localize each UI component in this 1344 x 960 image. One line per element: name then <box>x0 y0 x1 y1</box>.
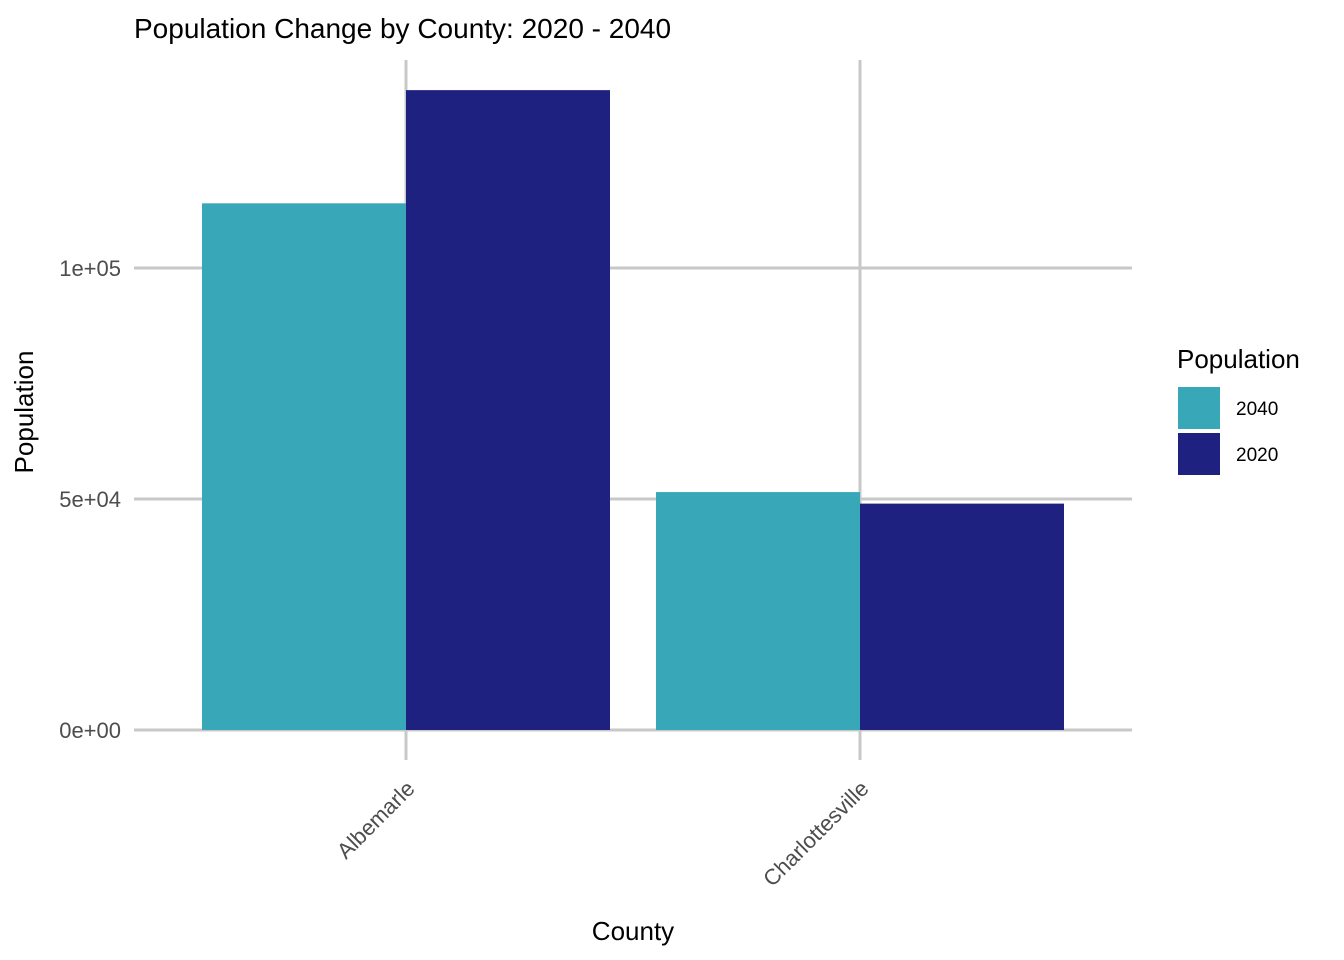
y-tick-label: 0e+00 <box>59 718 121 743</box>
y-axis-ticks: 0e+00 5e+04 1e+05 <box>59 256 121 743</box>
x-tick-label: Charlottesville <box>758 776 873 891</box>
y-axis-title: Population <box>9 351 39 474</box>
legend-swatch-2040 <box>1176 385 1222 431</box>
legend-title: Population <box>1177 344 1300 374</box>
x-axis-title: County <box>592 916 674 946</box>
x-axis-ticks: Albemarle Charlottesville <box>332 776 874 891</box>
bar-albemarle-2040 <box>202 203 406 730</box>
y-tick-label: 5e+04 <box>59 487 121 512</box>
bar-charlottesville-2040 <box>656 492 860 730</box>
legend: Population 2040 2020 <box>1176 344 1300 477</box>
bar-charlottesville-2020 <box>860 503 1064 730</box>
legend-label: 2040 <box>1236 399 1278 420</box>
bar-albemarle-2020 <box>406 90 610 730</box>
y-tick-label: 1e+05 <box>59 256 121 281</box>
bars <box>202 90 1064 730</box>
chart-title: Population Change by County: 2020 - 2040 <box>134 13 671 44</box>
legend-swatch-2020 <box>1176 431 1222 477</box>
legend-label: 2020 <box>1236 445 1278 466</box>
x-tick-label: Albemarle <box>332 776 420 864</box>
legend-items: 2040 2020 <box>1176 385 1278 477</box>
